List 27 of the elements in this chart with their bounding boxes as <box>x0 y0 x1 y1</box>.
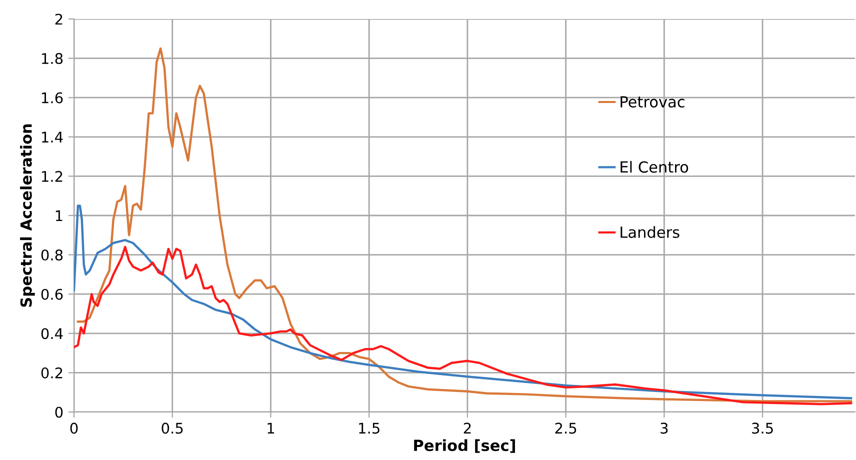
y-tick-label: 1.4 <box>42 132 63 142</box>
x-tick-label: 1.5 <box>359 422 380 434</box>
x-tick-label: 3.5 <box>752 422 773 434</box>
line-series <box>76 47 852 402</box>
y-tick-label: 1.6 <box>42 92 63 104</box>
x-tick-label: 3 <box>660 422 668 434</box>
y-tick-label: 0.4 <box>41 328 63 340</box>
y-tick-label: 1.8 <box>42 53 63 64</box>
x-tick-label: 2 <box>464 422 471 434</box>
legend-label: El Centro <box>620 160 688 173</box>
y-axis-title: Spectral Acceleration <box>20 124 35 307</box>
y-tick-label: 0 <box>55 406 63 418</box>
y-tick-label: 0.2 <box>41 367 62 378</box>
x-tick-label: 0.5 <box>162 422 183 434</box>
x-tick-label: 2.5 <box>555 422 576 434</box>
legend-label: Petrovac <box>620 96 684 108</box>
line-series <box>74 204 852 400</box>
y-tick-label: 0.8 <box>41 250 63 261</box>
y-tick-label: 0.6 <box>41 288 63 300</box>
legend-label: Landers <box>620 226 680 238</box>
x-tick-label: 1 <box>268 422 274 434</box>
y-tick-label: 2 <box>55 14 62 25</box>
x-tick-label: 0 <box>70 422 78 434</box>
x-axis-title: Period [sec] <box>414 439 515 453</box>
line-series <box>74 246 852 406</box>
y-tick-label: 1 <box>56 210 62 222</box>
y-tick-label: 1.2 <box>42 170 62 182</box>
